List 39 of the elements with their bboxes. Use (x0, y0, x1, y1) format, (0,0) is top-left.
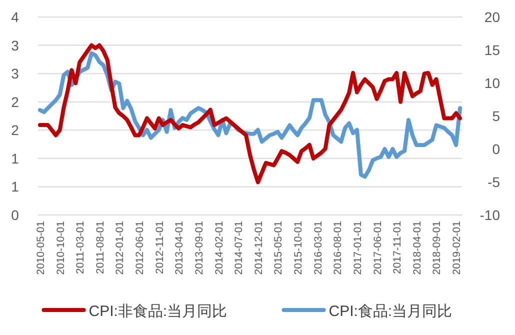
x-tick-label: 2019-02-01 (451, 220, 464, 275)
y2-tick-label: 20 (484, 9, 500, 25)
x-tick-label: 2018-09-01 (431, 220, 444, 275)
x-tick-label: 2013-04-01 (174, 220, 186, 275)
y2-tick-label: 10 (484, 75, 500, 91)
y2-tick-label: 15 (484, 42, 500, 58)
x-tick-label: 2014-12-01 (252, 220, 265, 275)
x-tick-label: 2011-08-01 (94, 220, 106, 274)
y2-tick-label: -10 (480, 207, 500, 223)
x-tick-label: 2013-09-01 (193, 220, 206, 275)
x-tick-label: 2012-06-01 (134, 220, 146, 275)
y-tick-label: 3 (11, 37, 20, 54)
x-tick-label: 2017-06-01 (372, 220, 384, 275)
x-tick-label: 2017-01-01 (352, 220, 364, 275)
y2-tick-label: 5 (492, 108, 500, 124)
x-tick-label: 2010-10-01 (54, 220, 67, 275)
x-tick-label: 2012-11-01 (154, 220, 166, 274)
legend-label: CPI:食品:当月同比 (328, 303, 452, 320)
x-tick-label: 2017-11-01 (392, 220, 404, 274)
x-tick-label: 2011-03-01 (74, 220, 87, 274)
legend-label: CPI:非食品:当月同比 (88, 303, 228, 320)
x-tick-label: 2016-08-01 (332, 220, 344, 275)
x-tick-label: 2014-07-01 (233, 220, 246, 275)
y2-tick-label: -5 (488, 174, 500, 190)
y-tick-label: 3 (11, 66, 20, 82)
y-tick-label: 0 (11, 207, 20, 223)
y-tick-label: 1 (11, 178, 20, 195)
x-tick-label: 2016-03-01 (312, 220, 324, 275)
x-tick-label: 2015-10-01 (292, 220, 305, 275)
x-tick-label: 2018-04-01 (411, 220, 424, 275)
y-tick-label: 1 (11, 150, 20, 166)
x-tick-label: 2015-05-01 (272, 220, 285, 275)
y-tick-label: 2 (11, 122, 20, 138)
x-tick-label: 2010-05-01 (34, 220, 47, 275)
x-tick-label: 2012-01-01 (114, 220, 126, 275)
y-tick-label: 4 (11, 9, 20, 25)
x-tick-label: 2014-02-01 (213, 220, 226, 275)
y-tick-label: 2 (11, 94, 20, 110)
y2-tick-label: 0 (492, 141, 500, 157)
